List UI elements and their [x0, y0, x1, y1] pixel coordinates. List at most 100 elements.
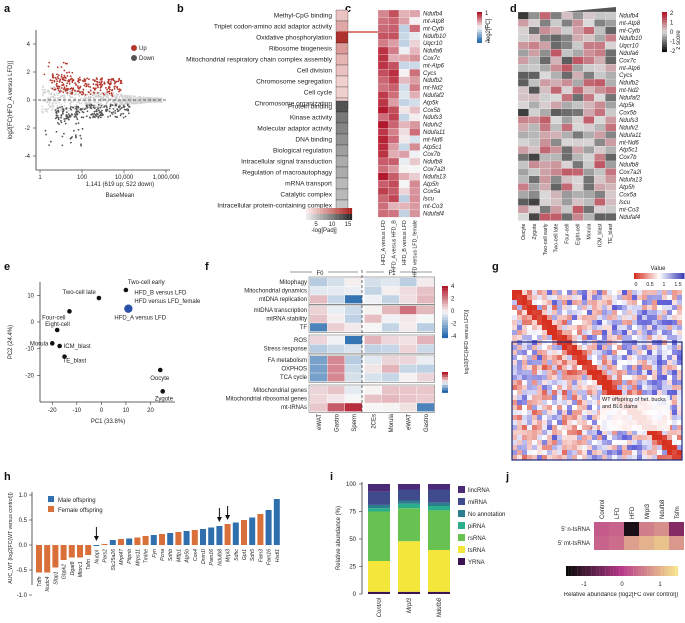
panel-d-legend-label: z score	[676, 30, 682, 50]
panel-a-point-ns	[47, 97, 50, 99]
panel-d-cell	[594, 78, 606, 87]
panel-g-cell	[537, 320, 543, 326]
panel-a-point-down	[107, 116, 109, 118]
panel-g-cell	[677, 345, 683, 351]
panel-a-point-ns	[56, 94, 59, 97]
panel-j-cell	[609, 522, 624, 536]
panel-a-point-down	[123, 106, 125, 108]
panel-d-cell	[561, 71, 573, 80]
panel-a-point-down	[67, 113, 70, 116]
go-legend-red-step	[342, 208, 346, 214]
panel-g-cell	[527, 335, 533, 341]
panel-d-cell	[594, 49, 606, 57]
panel-a-point-ns	[50, 96, 52, 98]
panel-c-gene-7: mt-Atp6	[423, 63, 445, 69]
panel-d-cell	[583, 123, 595, 132]
panel-g-cell	[547, 350, 553, 356]
panel-g-cell	[542, 370, 548, 376]
panel-a-point-up	[77, 90, 80, 92]
panel-g-cell	[532, 455, 538, 461]
panel-g-cell	[657, 385, 663, 391]
panel-a-point-down	[56, 122, 59, 124]
panel-g-cell	[612, 330, 618, 336]
panel-f-cell	[382, 356, 400, 365]
panel-g-cell	[677, 315, 683, 321]
panel-a-point-down	[94, 116, 96, 119]
panel-g-cell	[567, 445, 573, 451]
panel-a-point-up	[88, 91, 90, 94]
panel-a-point-down	[122, 116, 125, 119]
panel-a-point-ns	[116, 99, 118, 102]
panel-f-block-frame	[308, 334, 435, 355]
panel-a-point-ns	[69, 90, 72, 93]
panel-f-legend-step	[442, 296, 448, 300]
panel-a-point-ns	[92, 94, 94, 96]
panel-g-cell	[627, 450, 633, 456]
panel-h-bar-Nudc4	[44, 545, 51, 573]
panel-g-cell	[567, 425, 573, 431]
panel-d-cell	[539, 71, 551, 80]
panel-d-cell	[594, 19, 606, 28]
panel-i-legend-label-0: lincRNA	[468, 488, 490, 494]
panel-d-legend-step	[662, 12, 667, 15]
panel-a-point-up	[57, 89, 60, 91]
panel-g-cell	[662, 300, 668, 306]
panel-a-point-ns	[42, 112, 44, 114]
panel-c-gene-9: Ndufb2	[423, 78, 443, 84]
panel-f-cell	[364, 364, 382, 373]
go-up-cell-5	[335, 64, 349, 77]
panel-g-cell	[557, 365, 563, 371]
go-legend-gray-step	[319, 214, 323, 220]
panel-g-cell	[567, 420, 573, 426]
panel-g-cell	[592, 450, 598, 456]
panel-f-cell	[364, 306, 382, 315]
panel-a-point-ns	[113, 105, 116, 107]
panel-g-cell	[627, 315, 633, 321]
panel-c-legend-step	[477, 23, 482, 26]
panel-a-point-down	[88, 116, 91, 119]
panel-g-cell	[582, 400, 588, 406]
panel-g-cell	[627, 435, 633, 441]
panel-g-cell	[622, 345, 628, 351]
panel-a-point-up	[71, 71, 74, 74]
panel-g-cell	[597, 330, 603, 336]
panel-a-point-ns	[106, 93, 109, 96]
panel-c-legend-step	[477, 25, 482, 28]
panel-g-cell	[532, 440, 538, 446]
panel-g-cell	[592, 420, 598, 426]
panel-a-point-down	[56, 114, 59, 117]
panel-g-cell	[562, 350, 568, 356]
panel-d-cell	[539, 78, 551, 87]
panel-g-cell	[677, 320, 683, 326]
panel-g-cell	[642, 375, 648, 381]
panel-g-cell	[562, 425, 568, 431]
panel-d-gene-13: Cox5b	[619, 110, 637, 116]
panel-d-cell	[517, 101, 529, 109]
panel-c-cell	[398, 209, 410, 218]
panel-a-point-down	[117, 109, 120, 112]
panel-c-legend-label: log2[FC]	[486, 18, 492, 41]
panel-a-point-ns	[98, 93, 100, 95]
panel-g-cell	[537, 335, 543, 341]
panel-e-ylabel: PC2 (24.4%)	[8, 325, 14, 359]
panel-c-cell	[377, 54, 389, 62]
panel-h-label-10: Mrpl47	[119, 548, 125, 565]
panel-a-point-ns	[73, 105, 76, 108]
panel-g-cell	[512, 390, 518, 396]
panel-g-cell	[607, 390, 613, 396]
panel-i-seg-mirna	[398, 489, 420, 501]
panel-a-point-ns	[112, 100, 114, 102]
panel-f-block-frame	[308, 276, 435, 305]
panel-g-cell	[537, 345, 543, 351]
panel-g-cell	[512, 300, 518, 306]
panel-a-point-down	[98, 109, 100, 112]
panel-d-cell	[594, 183, 606, 191]
panel-a-point-down	[90, 107, 93, 110]
panel-g-cell	[557, 435, 563, 441]
panel-g-legend-label: Value	[651, 266, 667, 272]
panel-d-cell	[583, 11, 595, 20]
panel-i-seg-lincrna	[428, 484, 450, 490]
panel-g-cell	[572, 345, 578, 351]
panel-g-cell	[552, 345, 558, 351]
panel-d-cell	[561, 93, 573, 102]
